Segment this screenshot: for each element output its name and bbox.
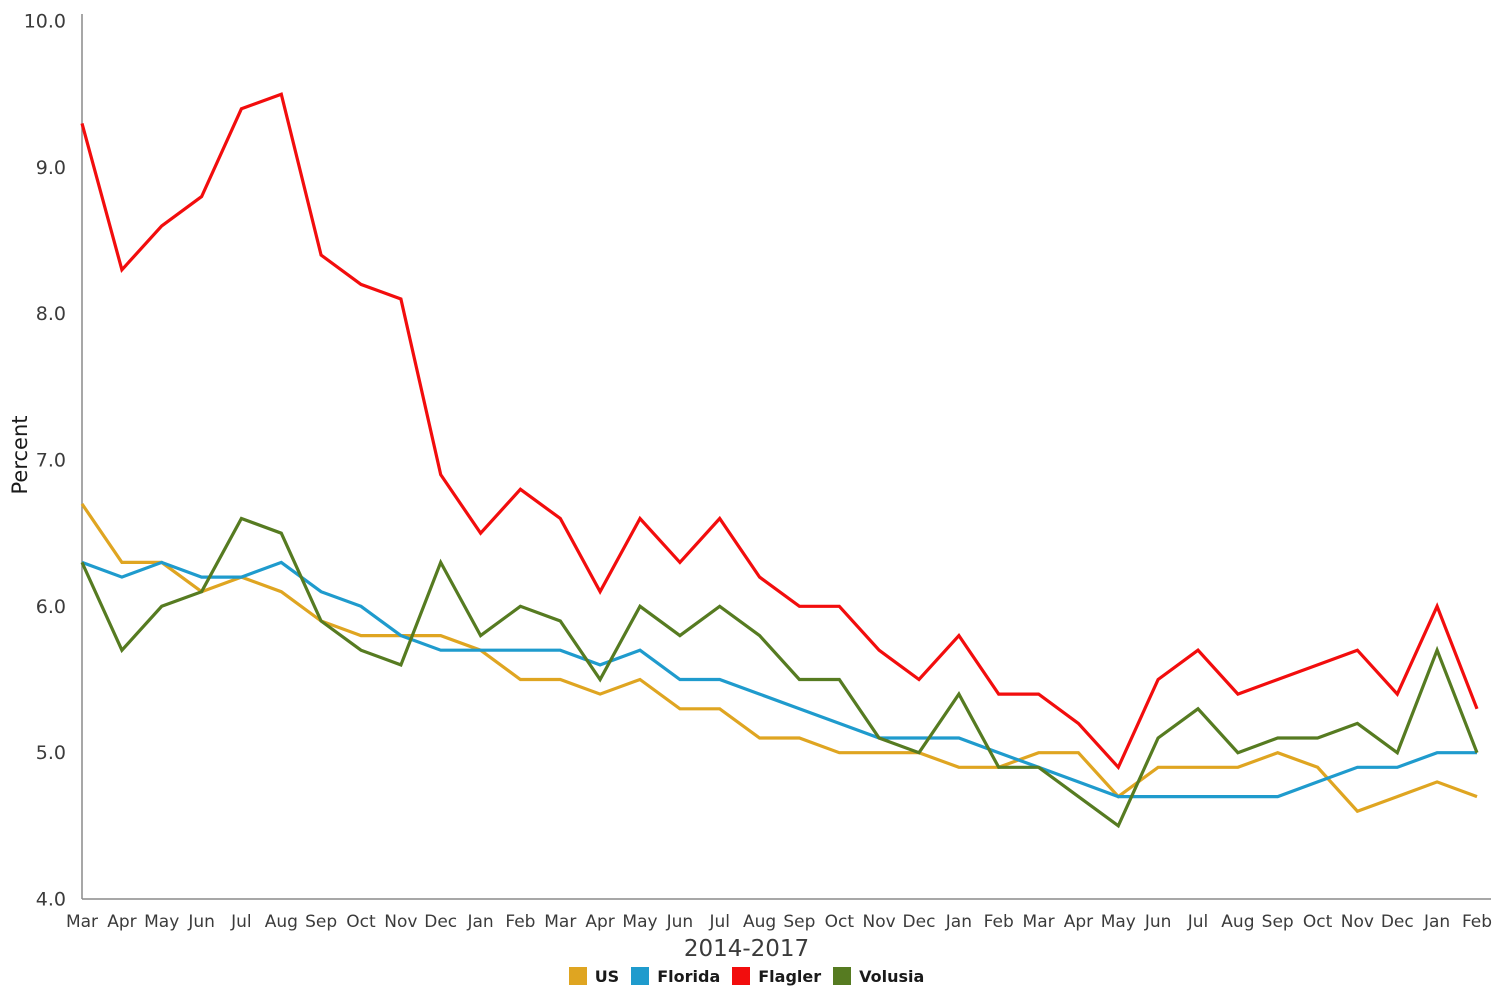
x-tick-label: Jun xyxy=(1144,912,1172,932)
x-tick-label: May xyxy=(1101,912,1136,932)
y-tick-label: 6.0 xyxy=(36,596,66,618)
x-tick-label: Mar xyxy=(66,912,98,932)
line-chart: 4.0 5.0 6.0 7.0 8.0 9.0 10.0 Mar Apr May Jun Jul Aug… xyxy=(24,11,1492,933)
x-tick-label: Nov xyxy=(384,912,417,932)
x-tick-label: Feb xyxy=(984,912,1014,932)
series-line-flagler xyxy=(80,92,1479,771)
y-tick-label: 4.0 xyxy=(36,889,66,911)
x-tick-label: Apr xyxy=(1064,912,1093,932)
legend-item-florida: Florida xyxy=(631,967,720,986)
x-tick-label: Jan xyxy=(945,912,972,932)
x-tick-label: Dec xyxy=(903,912,936,932)
x-tick-label: Jun xyxy=(187,912,215,932)
series-line-volusia xyxy=(80,516,1479,829)
x-tick-label: Oct xyxy=(346,912,376,932)
legend-swatch-us xyxy=(568,967,587,985)
chart-legend: US Florida Flagler Volusia xyxy=(0,963,1493,989)
y-tick-label: 7.0 xyxy=(36,450,66,472)
x-tick-label: Oct xyxy=(825,912,855,932)
x-tick-label: Jul xyxy=(230,912,252,932)
legend-swatch-flagler xyxy=(732,967,751,985)
x-tick-label: Sep xyxy=(305,912,337,932)
x-tick-label: Mar xyxy=(544,912,576,932)
y-axis-label: Percent xyxy=(8,415,32,495)
y-tick-label: 8.0 xyxy=(36,303,66,325)
x-tick-label: Jul xyxy=(1187,912,1209,932)
series-line-florida xyxy=(81,560,1477,799)
y-tick-label: 9.0 xyxy=(36,157,66,179)
x-tick-label: Feb xyxy=(505,912,535,932)
series-line-us xyxy=(80,502,1478,814)
legend-label-us: US xyxy=(594,966,620,986)
x-tick-label: Mar xyxy=(1023,912,1055,932)
legend-item-us: US xyxy=(568,966,620,986)
x-tick-label: Sep xyxy=(783,912,815,932)
legend-item-volusia: Volusia xyxy=(833,967,924,986)
x-tick-label: Jan xyxy=(1423,912,1450,932)
x-tick-label: Aug xyxy=(265,912,298,932)
x-tick-label: Apr xyxy=(107,912,136,932)
y-tick-label: 10.0 xyxy=(24,11,66,33)
legend-swatch-florida xyxy=(631,967,650,985)
legend-label-florida: Florida xyxy=(657,966,721,986)
legend-item-flagler: Flagler xyxy=(732,967,821,986)
legend-swatch-volusia xyxy=(833,967,852,985)
x-tick-label: Nov xyxy=(1341,912,1374,932)
x-tick-label: May xyxy=(622,912,657,932)
legend-label-flagler: Flagler xyxy=(758,966,822,986)
x-tick-label: Aug xyxy=(743,912,776,932)
legend-label-volusia: Volusia xyxy=(859,966,925,986)
y-tick-label: 5.0 xyxy=(36,742,66,764)
x-tick-label: Sep xyxy=(1262,912,1294,932)
x-tick-label: Jan xyxy=(466,912,493,932)
x-tick-label: Aug xyxy=(1221,912,1254,932)
x-tick-label: Feb xyxy=(1462,912,1492,932)
x-tick-label: Dec xyxy=(424,912,457,932)
x-tick-label: May xyxy=(144,912,179,932)
x-axis-title: 2014-2017 xyxy=(683,936,810,962)
x-tick-label: Dec xyxy=(1381,912,1414,932)
x-tick-label: Apr xyxy=(585,912,614,932)
x-tick-label: Nov xyxy=(863,912,896,932)
x-tick-label: Oct xyxy=(1303,912,1333,932)
x-tick-label: Jul xyxy=(708,912,730,932)
x-tick-label: Jun xyxy=(666,912,694,932)
